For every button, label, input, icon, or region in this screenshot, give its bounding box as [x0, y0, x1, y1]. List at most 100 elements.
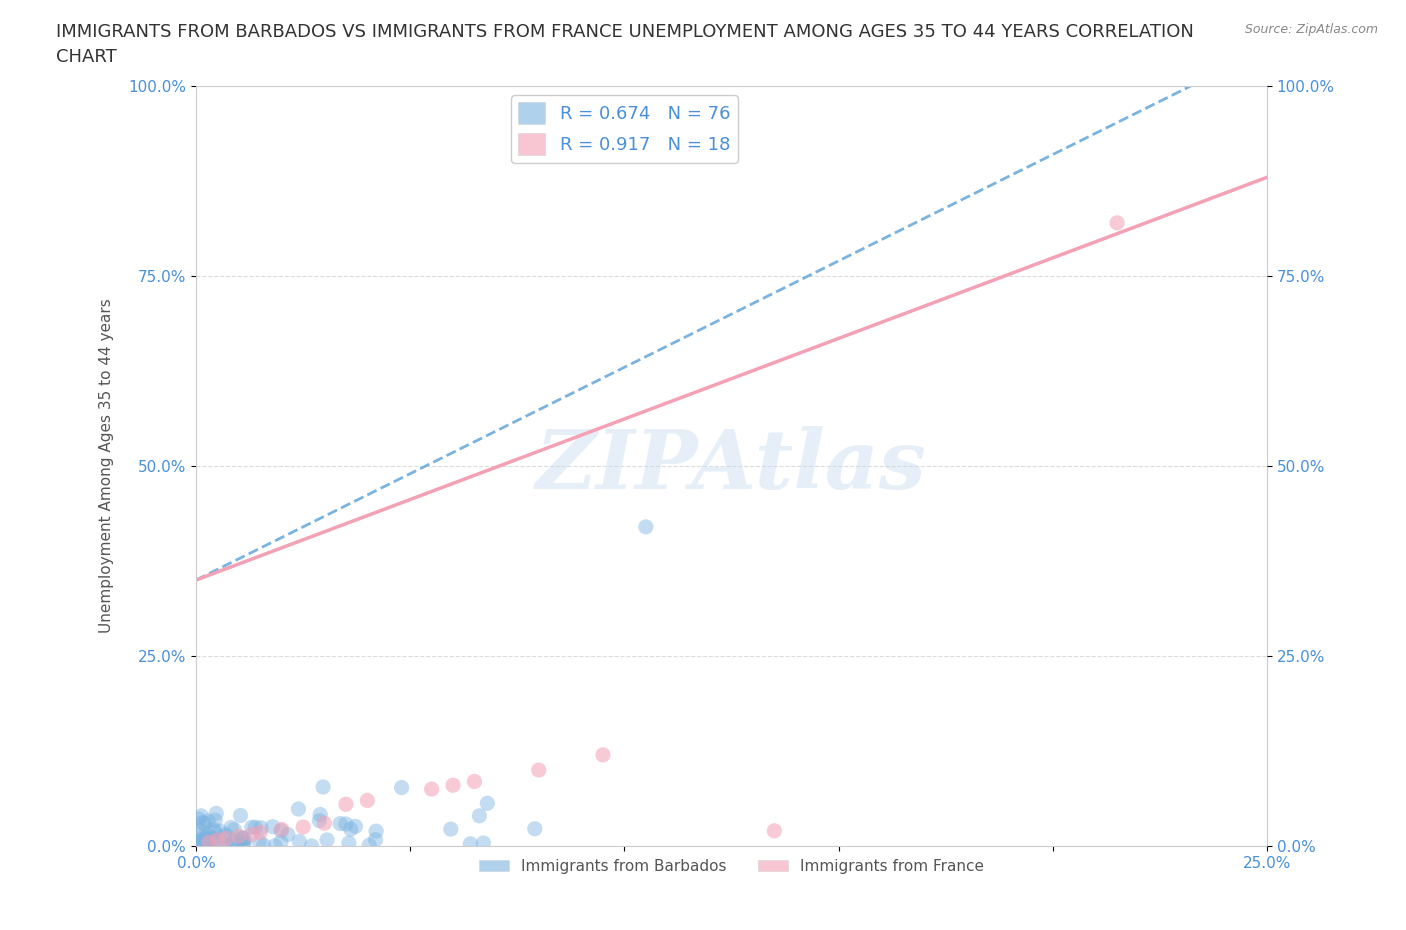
- Point: [232, 838, 254, 853]
- Point: [288, 834, 311, 849]
- Point: [245, 819, 267, 834]
- Point: [222, 834, 245, 849]
- Point: [214, 830, 236, 844]
- Point: [232, 833, 254, 848]
- Point: [335, 797, 357, 812]
- Point: [309, 807, 332, 822]
- Text: Source: ZipAtlas.com: Source: ZipAtlas.com: [1244, 23, 1378, 36]
- Point: [187, 836, 209, 851]
- Point: [329, 817, 352, 831]
- Point: [233, 830, 256, 845]
- Point: [194, 816, 217, 830]
- Point: [194, 832, 217, 847]
- Point: [287, 802, 309, 817]
- Point: [215, 831, 238, 846]
- Point: [204, 837, 226, 852]
- Point: [301, 839, 323, 854]
- Point: [240, 827, 263, 842]
- Point: [460, 836, 482, 851]
- Point: [225, 837, 247, 852]
- Point: [472, 835, 495, 850]
- Point: [312, 779, 335, 794]
- Point: [233, 835, 256, 850]
- Point: [229, 808, 252, 823]
- Point: [477, 796, 499, 811]
- Point: [188, 828, 211, 843]
- Point: [208, 838, 231, 853]
- Point: [249, 825, 271, 840]
- Text: IMMIGRANTS FROM BARBADOS VS IMMIGRANTS FROM FRANCE UNEMPLOYMENT AMONG AGES 35 TO: IMMIGRANTS FROM BARBADOS VS IMMIGRANTS F…: [56, 23, 1194, 41]
- Point: [592, 748, 614, 763]
- Point: [364, 832, 387, 847]
- Point: [1107, 216, 1129, 231]
- Text: CHART: CHART: [56, 48, 117, 66]
- Point: [195, 836, 218, 851]
- Point: [250, 820, 273, 835]
- Point: [222, 834, 245, 849]
- Point: [344, 819, 367, 834]
- Point: [356, 793, 378, 808]
- Point: [231, 830, 253, 845]
- Point: [277, 827, 299, 842]
- Point: [202, 822, 225, 837]
- Point: [391, 780, 413, 795]
- Point: [186, 834, 208, 849]
- Point: [232, 830, 254, 845]
- Point: [262, 819, 284, 834]
- Point: [270, 835, 292, 850]
- Point: [763, 823, 786, 838]
- Point: [194, 837, 217, 852]
- Point: [200, 830, 222, 844]
- Point: [264, 838, 287, 853]
- Point: [190, 808, 212, 823]
- Point: [198, 835, 221, 850]
- Point: [204, 813, 226, 828]
- Point: [190, 836, 212, 851]
- Point: [228, 829, 250, 844]
- Point: [224, 822, 246, 837]
- Point: [292, 819, 315, 834]
- Point: [420, 781, 443, 796]
- Point: [202, 832, 225, 847]
- Point: [364, 824, 387, 839]
- Point: [247, 834, 270, 849]
- Point: [187, 834, 209, 849]
- Point: [215, 827, 238, 842]
- Point: [209, 824, 232, 839]
- Point: [270, 823, 292, 838]
- Point: [195, 831, 218, 846]
- Point: [188, 822, 211, 837]
- Point: [197, 827, 219, 842]
- Point: [468, 808, 491, 823]
- Point: [440, 822, 463, 837]
- Point: [308, 813, 330, 828]
- Point: [634, 520, 657, 535]
- Y-axis label: Unemployment Among Ages 35 to 44 years: Unemployment Among Ages 35 to 44 years: [100, 299, 114, 633]
- Point: [219, 820, 242, 835]
- Point: [314, 816, 336, 830]
- Point: [339, 822, 361, 837]
- Legend: Immigrants from Barbados, Immigrants from France: Immigrants from Barbados, Immigrants fro…: [472, 853, 990, 880]
- Point: [217, 837, 239, 852]
- Point: [359, 838, 381, 853]
- Point: [463, 774, 485, 789]
- Point: [527, 763, 550, 777]
- Text: ZIPAtlas: ZIPAtlas: [536, 426, 927, 506]
- Point: [195, 837, 218, 852]
- Point: [335, 817, 357, 831]
- Point: [316, 832, 339, 847]
- Point: [197, 814, 219, 829]
- Point: [523, 821, 546, 836]
- Point: [270, 822, 292, 837]
- Point: [195, 837, 218, 852]
- Point: [191, 816, 214, 830]
- Point: [207, 832, 229, 847]
- Point: [240, 820, 263, 835]
- Point: [204, 824, 226, 839]
- Point: [193, 830, 215, 845]
- Point: [337, 836, 360, 851]
- Point: [253, 838, 276, 853]
- Point: [441, 777, 464, 792]
- Point: [187, 812, 209, 827]
- Point: [205, 806, 228, 821]
